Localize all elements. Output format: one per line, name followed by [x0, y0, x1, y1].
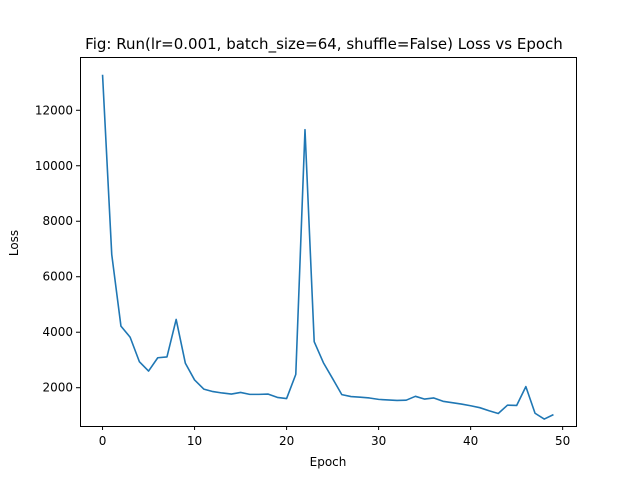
x-tick-label: 20	[279, 434, 294, 448]
loss-series-line	[101, 74, 554, 420]
y-tick-label: 10000	[35, 159, 73, 173]
chart-title: Fig: Run(lr=0.001, batch_size=64, shuffl…	[85, 35, 563, 54]
x-axis-label: Epoch	[310, 455, 347, 469]
y-tick-label: 4000	[42, 325, 73, 339]
x-tick-label: 50	[555, 434, 570, 448]
x-tick-label: 40	[463, 434, 478, 448]
y-axis-label: Loss	[7, 230, 21, 256]
x-tick-label: 10	[187, 434, 202, 448]
x-axis-ticks: 0 10 20 30 40 50	[99, 426, 570, 448]
x-tick-label: 30	[371, 434, 386, 448]
y-axis-ticks: 2000 4000 6000 8000 10000 12000	[35, 103, 80, 395]
x-tick-label: 0	[99, 434, 107, 448]
y-tick-label: 6000	[42, 270, 73, 284]
y-tick-label: 8000	[42, 214, 73, 228]
y-tick-label: 12000	[35, 103, 73, 117]
plot-area-frame	[80, 57, 577, 427]
y-tick-label: 2000	[42, 381, 73, 395]
